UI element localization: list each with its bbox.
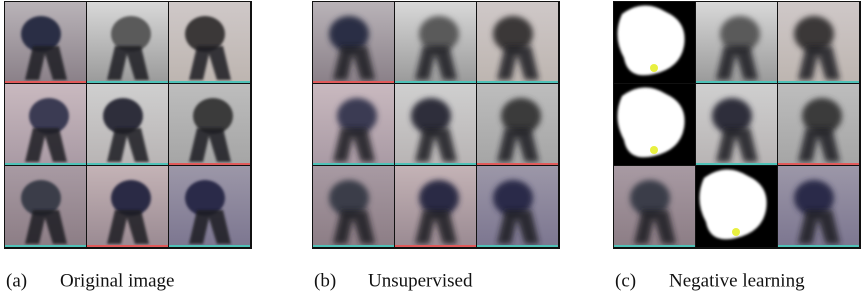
image-tile [477, 166, 558, 247]
panel-caption: Unsupervised [368, 270, 473, 291]
image-tile [477, 84, 558, 165]
image-tile [778, 166, 859, 247]
image-tile [169, 166, 250, 247]
image-tile [696, 166, 777, 247]
image-tile [87, 166, 168, 247]
image-tile [696, 2, 777, 83]
panel-label: (c) [615, 270, 636, 291]
image-grid [312, 1, 560, 249]
image-tile [87, 84, 168, 165]
image-grid [613, 1, 861, 249]
mask-speck [732, 228, 740, 236]
image-tile [395, 166, 476, 247]
image-tile [5, 166, 86, 247]
image-tile [696, 84, 777, 165]
image-tile [614, 2, 695, 83]
image-tile [395, 84, 476, 165]
image-tile [778, 84, 859, 165]
mask-speck [650, 64, 658, 72]
image-tile [778, 2, 859, 83]
figure: (a) Original image (b) Unsupervised (c) Negat… [0, 0, 863, 301]
image-tile [5, 84, 86, 165]
image-tile [313, 2, 394, 83]
image-tile [5, 2, 86, 83]
mask-speck [650, 146, 658, 154]
image-tile [87, 2, 168, 83]
image-tile [477, 2, 558, 83]
page: {"panels": [ {"label": "(a)", "caption":… [0, 0, 863, 301]
image-grid [4, 1, 252, 249]
image-tile [395, 2, 476, 83]
panel-caption: Negative learning [669, 270, 805, 291]
image-tile [169, 2, 250, 83]
panel-caption: Original image [60, 270, 175, 291]
image-tile [614, 84, 695, 165]
image-tile [614, 166, 695, 247]
image-tile [169, 84, 250, 165]
image-tile [313, 166, 394, 247]
image-tile [313, 84, 394, 165]
panel-label: (b) [314, 270, 336, 291]
panel-label: (a) [6, 270, 27, 291]
